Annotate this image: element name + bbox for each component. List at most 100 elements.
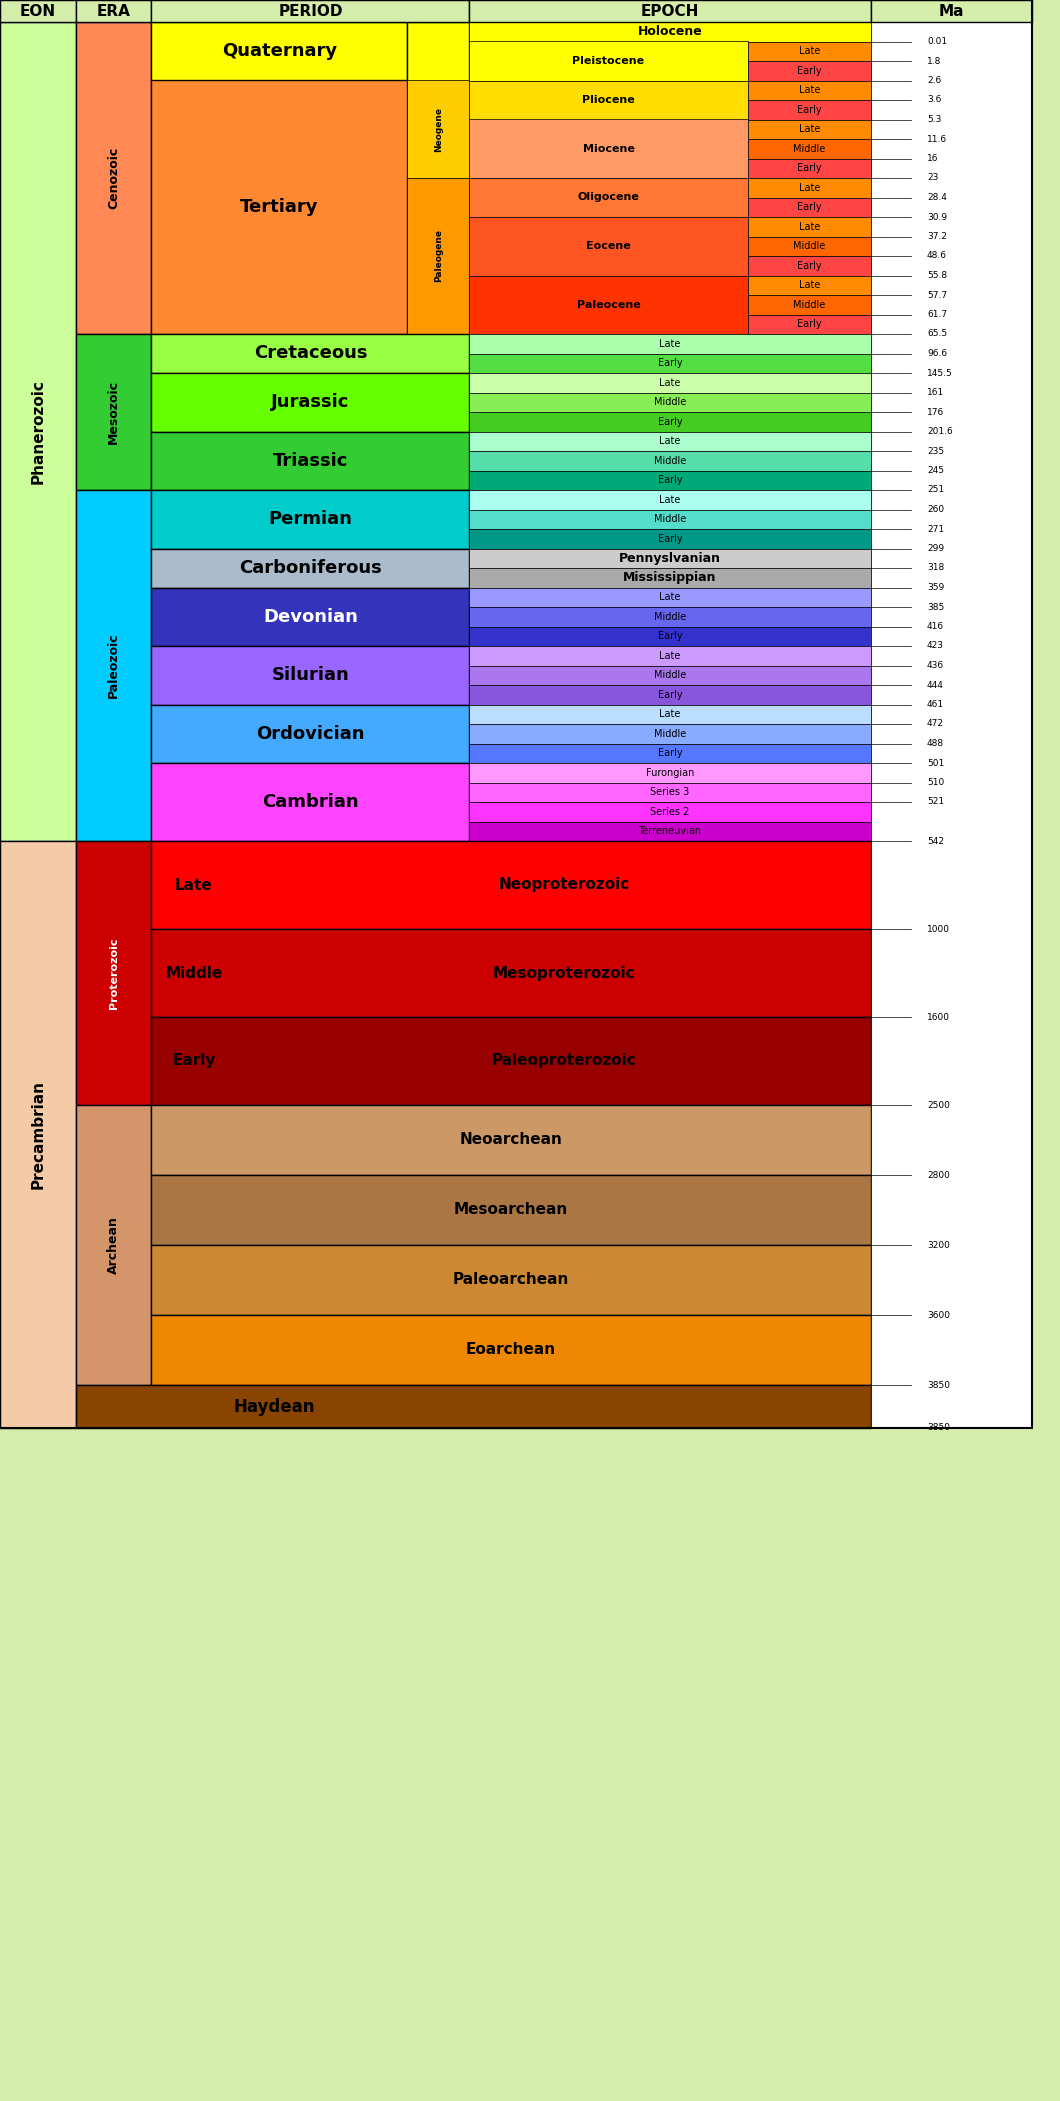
Text: 385: 385	[928, 603, 944, 611]
Text: 3200: 3200	[928, 1240, 950, 1250]
Bar	[747, 237, 870, 256]
Bar	[470, 645, 870, 666]
Bar	[470, 120, 747, 179]
Text: Late: Late	[798, 223, 819, 231]
Text: EON: EON	[20, 4, 56, 19]
Bar	[152, 21, 407, 80]
Text: Late: Late	[798, 124, 819, 134]
Text: 3600: 3600	[928, 1311, 950, 1319]
Text: Triassic: Triassic	[272, 452, 348, 471]
Text: Carboniferous: Carboniferous	[240, 559, 382, 578]
Text: Oligocene: Oligocene	[578, 193, 639, 202]
Bar	[0, 0, 1031, 1429]
Bar	[152, 763, 470, 840]
Text: Late: Late	[798, 279, 819, 290]
Text: 201.6: 201.6	[928, 427, 953, 437]
Bar	[470, 275, 747, 334]
Text: Middle: Middle	[654, 515, 686, 525]
Text: 23: 23	[928, 174, 938, 183]
Bar	[470, 607, 870, 626]
Text: 11.6: 11.6	[928, 134, 948, 143]
Bar	[747, 294, 870, 315]
Text: Early: Early	[658, 630, 683, 641]
Bar	[152, 840, 870, 929]
Bar	[747, 315, 870, 334]
Bar	[747, 275, 870, 294]
Text: Series 2: Series 2	[651, 807, 690, 817]
Bar	[75, 21, 152, 334]
Text: 416: 416	[928, 622, 944, 630]
Text: 176: 176	[928, 408, 944, 416]
Text: 260: 260	[928, 504, 944, 515]
Text: Cretaceous: Cretaceous	[253, 345, 367, 363]
Bar	[470, 353, 870, 374]
Text: 2.6: 2.6	[928, 76, 941, 84]
Text: Paleoproterozoic: Paleoproterozoic	[492, 1053, 636, 1069]
Bar	[470, 179, 747, 216]
Text: 3.6: 3.6	[928, 95, 941, 105]
Text: 1.8: 1.8	[928, 57, 941, 65]
Bar	[470, 821, 870, 840]
Bar	[470, 452, 870, 471]
Text: 161: 161	[928, 389, 944, 397]
Text: Middle: Middle	[793, 242, 826, 252]
Text: 37.2: 37.2	[928, 231, 947, 242]
Text: Late: Late	[659, 437, 681, 445]
Bar	[470, 803, 870, 821]
Text: Pliocene: Pliocene	[582, 95, 635, 105]
Bar	[470, 412, 870, 431]
Bar	[152, 1105, 870, 1174]
Bar	[470, 588, 870, 607]
Text: 48.6: 48.6	[928, 252, 947, 261]
Text: Late: Late	[798, 183, 819, 193]
Bar	[747, 42, 870, 61]
Bar	[152, 1174, 870, 1246]
Text: Paleoarchean: Paleoarchean	[453, 1273, 569, 1288]
Bar	[470, 666, 870, 685]
Bar	[152, 0, 470, 21]
Text: Pleistocene: Pleistocene	[572, 57, 644, 65]
Bar	[470, 471, 870, 490]
Bar	[75, 0, 152, 21]
Text: Early: Early	[658, 748, 683, 758]
Text: Paleozoic: Paleozoic	[107, 632, 120, 698]
Text: 436: 436	[928, 662, 944, 670]
Text: Early: Early	[797, 105, 822, 116]
Text: Early: Early	[797, 65, 822, 76]
Text: Ordovician: Ordovician	[257, 725, 365, 744]
Bar	[470, 393, 870, 412]
Text: Neoproterozoic: Neoproterozoic	[498, 878, 630, 893]
Text: Permian: Permian	[268, 511, 352, 527]
Bar	[747, 61, 870, 80]
Text: Mesozoic: Mesozoic	[107, 380, 120, 443]
Text: Middle: Middle	[165, 966, 223, 981]
Bar	[152, 1246, 870, 1315]
Text: Eocene: Eocene	[586, 242, 631, 252]
Bar	[152, 374, 470, 431]
Text: 251: 251	[928, 485, 944, 494]
Text: Middle: Middle	[793, 300, 826, 309]
Text: 5.3: 5.3	[928, 116, 941, 124]
Text: Tertiary: Tertiary	[240, 197, 318, 216]
Bar	[470, 431, 870, 452]
Text: 488: 488	[928, 740, 944, 748]
Text: Cenozoic: Cenozoic	[107, 147, 120, 210]
Text: Late: Late	[798, 86, 819, 95]
Bar	[747, 139, 870, 158]
Bar	[152, 490, 470, 548]
Text: Late: Late	[659, 592, 681, 603]
Text: Middle: Middle	[654, 456, 686, 466]
Text: Series 3: Series 3	[651, 788, 690, 796]
Bar	[75, 840, 152, 1105]
Text: Devonian: Devonian	[263, 607, 358, 626]
Bar	[470, 0, 870, 21]
Text: Eoarchean: Eoarchean	[466, 1343, 556, 1357]
Text: 2800: 2800	[928, 1170, 950, 1179]
Text: Neogene: Neogene	[434, 107, 443, 151]
Text: 521: 521	[928, 798, 944, 807]
Bar	[470, 567, 870, 588]
Text: 444: 444	[928, 681, 943, 689]
Text: Furongian: Furongian	[646, 767, 694, 777]
Text: 30.9: 30.9	[928, 212, 948, 221]
Text: Early: Early	[797, 319, 822, 330]
